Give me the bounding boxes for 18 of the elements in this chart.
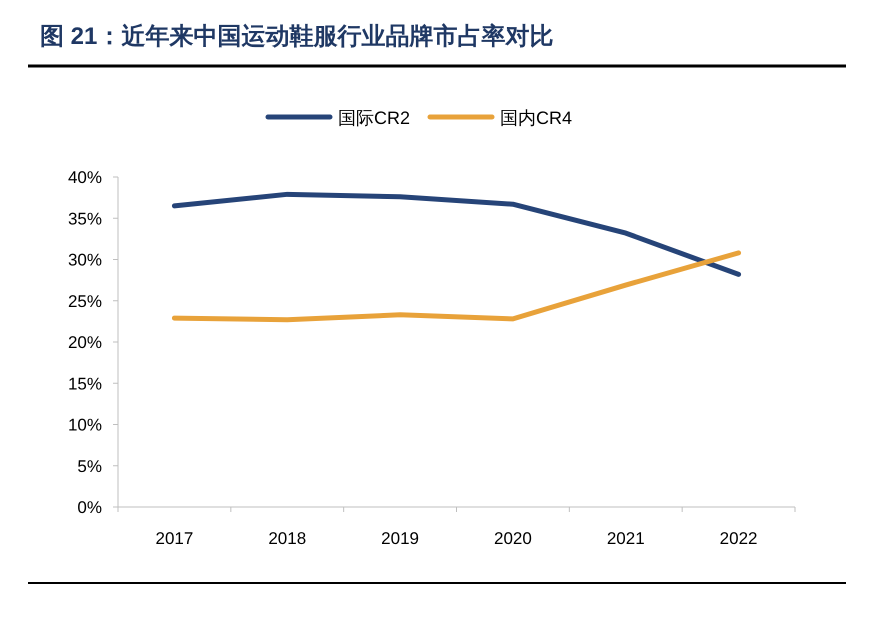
y-tick-label: 25%: [68, 292, 102, 311]
y-tick-label: 40%: [68, 168, 102, 187]
x-tick-label: 2021: [606, 529, 645, 548]
y-tick-label: 35%: [68, 209, 102, 228]
y-tick-label: 15%: [68, 374, 102, 394]
x-tick-label: 2019: [381, 529, 419, 548]
y-tick-label: 10%: [68, 416, 102, 434]
y-tick-label: 0%: [77, 498, 102, 517]
x-tick-label: 2020: [494, 529, 532, 548]
chart-title: 图 21：近年来中国运动鞋服行业品牌市占率对比: [40, 23, 554, 50]
x-tick-label: 2018: [268, 529, 306, 548]
y-tick-label: 5%: [77, 456, 102, 476]
y-tick-label: 30%: [68, 250, 102, 270]
x-tick-label: 2017: [156, 529, 194, 548]
y-tick-label: 20%: [68, 333, 102, 352]
x-tick-label: 2022: [720, 529, 758, 548]
legend-label: 国内CR4: [500, 108, 572, 128]
legend-label: 国际CR2: [338, 108, 410, 128]
